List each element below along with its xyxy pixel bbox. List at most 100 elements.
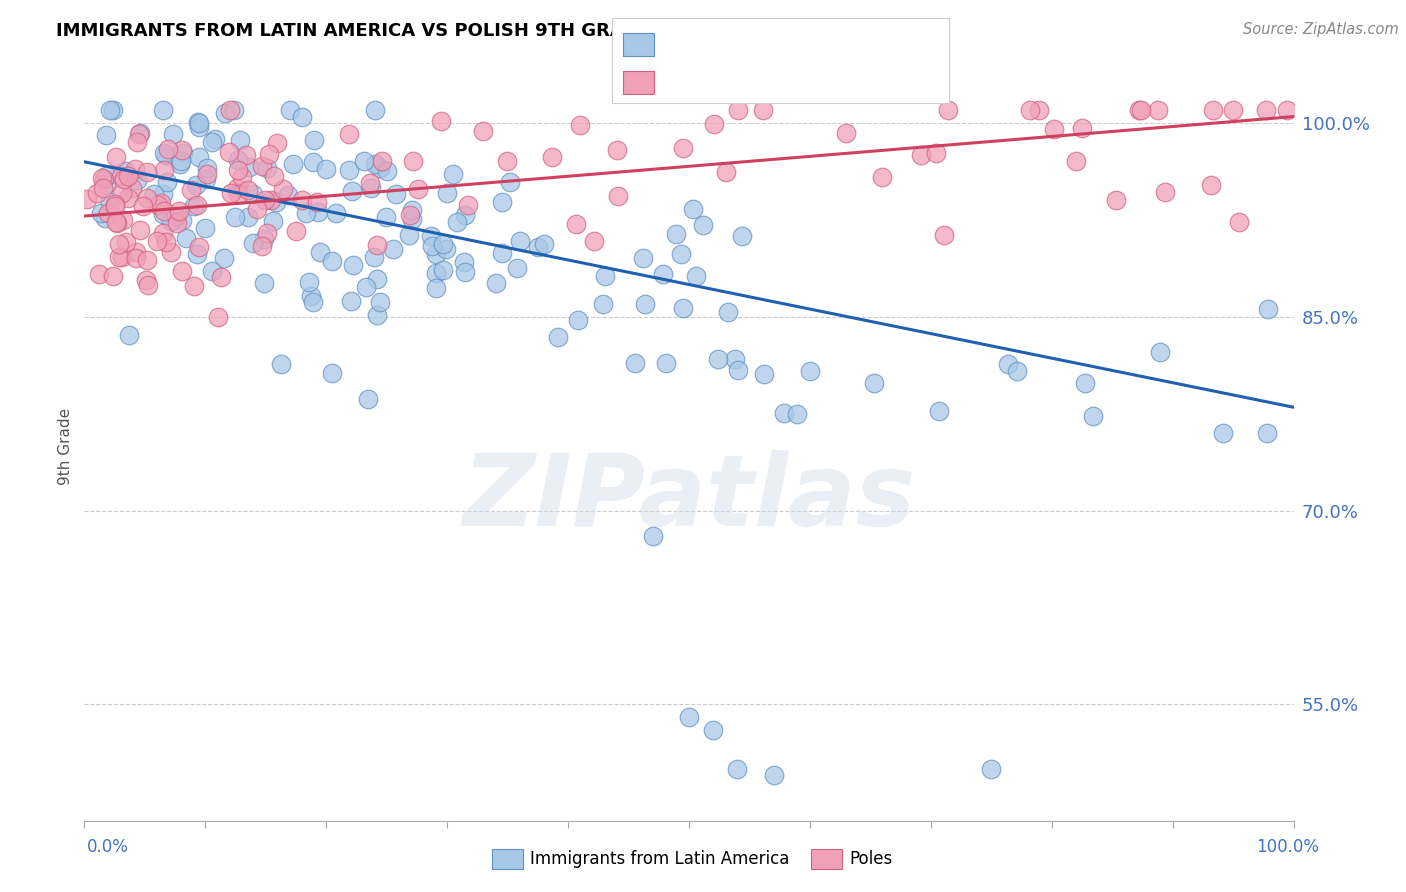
Point — [401, 203, 423, 218]
Point — [152, 103, 174, 117]
Point — [108, 250, 131, 264]
Point — [153, 203, 176, 218]
Point — [339, 162, 361, 177]
Point — [125, 251, 148, 265]
Point — [207, 310, 229, 324]
Point — [152, 206, 174, 220]
Point — [93, 171, 115, 186]
Point — [172, 143, 194, 157]
Point — [398, 228, 420, 243]
Point — [183, 199, 205, 213]
Point — [752, 103, 775, 117]
Text: 100.0%: 100.0% — [1256, 838, 1319, 855]
Point — [155, 235, 177, 249]
Point — [491, 195, 513, 210]
Point — [702, 723, 724, 738]
Point — [148, 197, 170, 211]
Point — [363, 250, 385, 264]
Point — [259, 193, 281, 207]
Point — [117, 169, 139, 184]
Point — [377, 163, 399, 178]
Point — [385, 186, 408, 201]
Point — [246, 202, 269, 216]
Point — [201, 264, 224, 278]
Point — [278, 103, 301, 117]
Text: 0.599: 0.599 — [714, 70, 770, 87]
Point — [624, 355, 647, 369]
Text: N =: N = — [796, 70, 835, 87]
Point — [425, 281, 447, 295]
Point — [194, 172, 217, 186]
Point — [222, 103, 245, 117]
Point — [432, 237, 454, 252]
Point — [368, 161, 391, 175]
Text: -0.370: -0.370 — [714, 32, 779, 50]
Point — [201, 135, 224, 149]
Point — [717, 305, 740, 319]
Point — [485, 276, 508, 290]
Y-axis label: 9th Grade: 9th Grade — [58, 408, 73, 484]
Point — [1153, 185, 1175, 199]
Point — [364, 157, 387, 171]
Point — [1212, 426, 1234, 441]
Point — [98, 103, 121, 117]
Point — [97, 206, 120, 220]
Point — [188, 116, 211, 130]
Point — [1043, 121, 1066, 136]
Point — [359, 177, 381, 191]
Point — [731, 229, 754, 244]
Point — [266, 136, 288, 150]
Point — [1019, 103, 1042, 117]
Point — [1202, 103, 1225, 117]
Point — [143, 186, 166, 201]
Point — [1074, 376, 1097, 391]
Point — [111, 186, 134, 201]
Point — [162, 127, 184, 141]
Point — [727, 363, 749, 377]
Point — [214, 251, 236, 265]
Point — [242, 186, 264, 201]
Point — [242, 235, 264, 250]
Point — [299, 289, 322, 303]
Point — [419, 229, 441, 244]
Point — [219, 186, 242, 201]
Point — [337, 127, 360, 141]
Point — [714, 165, 737, 179]
Point — [100, 194, 122, 209]
Point — [235, 148, 257, 162]
Point — [284, 224, 307, 238]
Point — [1146, 103, 1168, 117]
Point — [454, 208, 477, 222]
Point — [707, 352, 730, 367]
Point — [159, 245, 181, 260]
Point — [1128, 103, 1150, 117]
Point — [270, 357, 292, 371]
Point — [152, 187, 174, 202]
Point — [86, 186, 108, 201]
Point — [170, 154, 193, 169]
Point — [186, 247, 208, 261]
Point — [156, 175, 179, 189]
Point — [101, 103, 124, 117]
Text: R =: R = — [665, 70, 710, 87]
Point — [128, 127, 150, 141]
Point — [145, 234, 167, 248]
Point — [870, 170, 893, 185]
Point — [226, 153, 249, 167]
Point — [799, 364, 821, 378]
Point — [434, 242, 457, 256]
Point — [925, 145, 948, 160]
Point — [183, 278, 205, 293]
Point — [398, 207, 420, 221]
Point — [224, 210, 246, 224]
Point — [569, 118, 592, 132]
Point — [357, 392, 380, 406]
Point — [172, 213, 194, 227]
Point — [157, 143, 180, 157]
Point — [124, 162, 146, 177]
Point — [1256, 426, 1278, 441]
Point — [277, 188, 299, 202]
Point — [375, 211, 398, 225]
Point — [253, 232, 276, 246]
Point — [371, 153, 394, 168]
